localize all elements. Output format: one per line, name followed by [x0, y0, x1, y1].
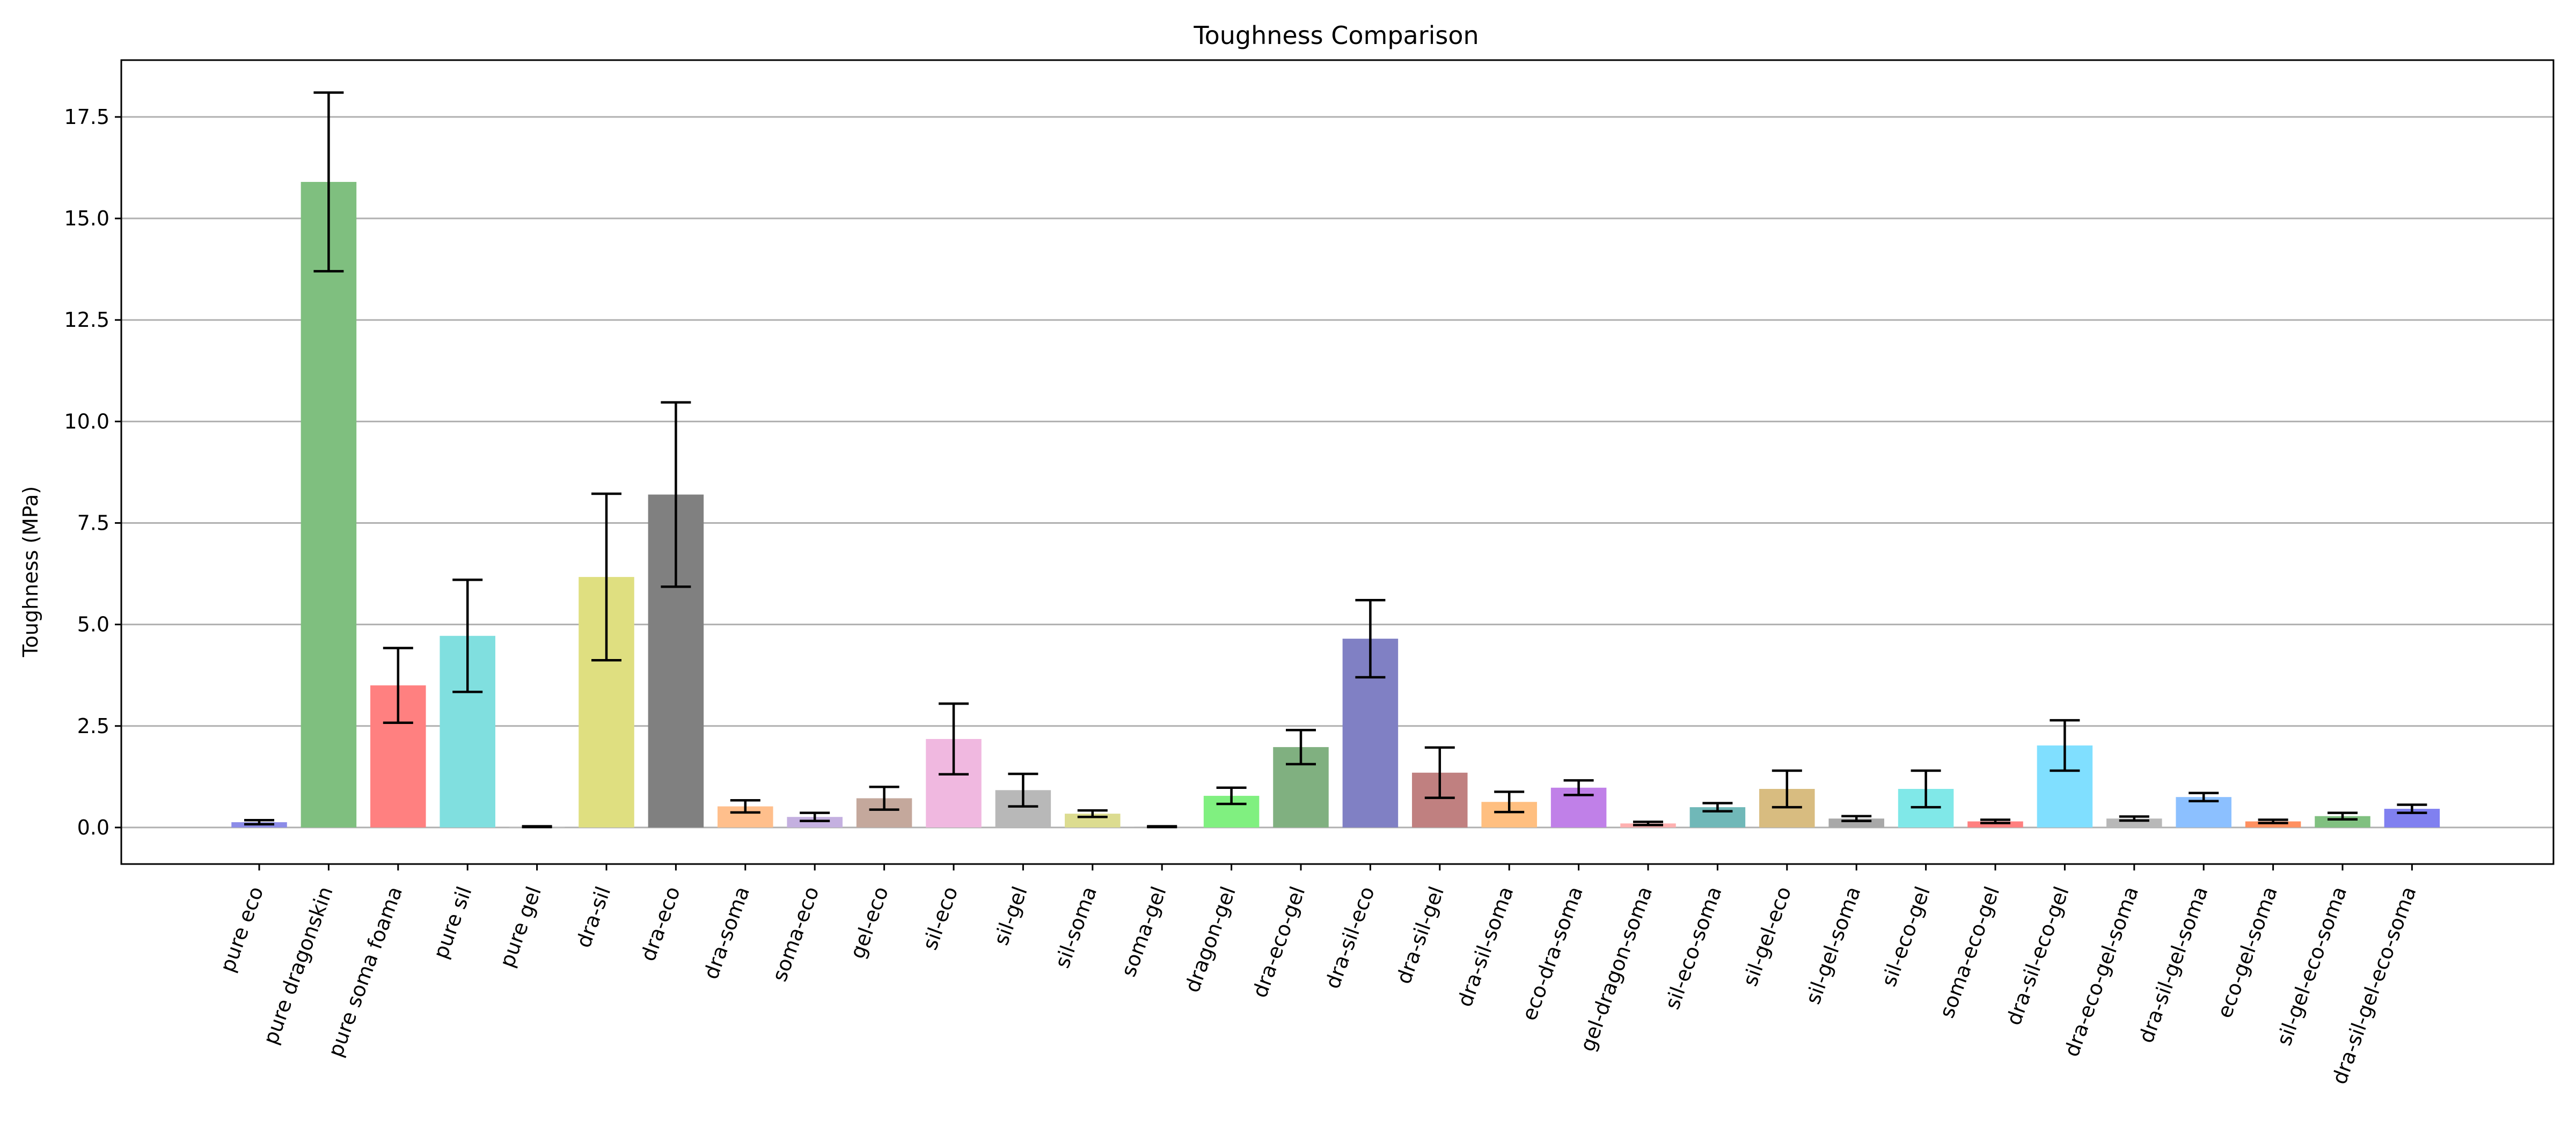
error-bar: [1563, 779, 1594, 796]
error-bar: [1424, 746, 1455, 799]
error-bar: [1008, 772, 1038, 808]
error-bar: [869, 786, 899, 811]
error-bar: [1772, 769, 1802, 809]
error-bar: [1841, 815, 1872, 823]
y-tick-label: 7.5: [77, 511, 109, 535]
error-bar: [1633, 821, 1663, 826]
chart-title: Toughness Comparison: [1193, 21, 1479, 50]
error-bar: [1702, 802, 1733, 813]
bar: [2245, 821, 2301, 828]
error-bar: [661, 401, 691, 588]
y-axis-ticks: 0.0 2.5 5.0 7.5 10.0 12.5 15.0 17.5: [64, 105, 121, 839]
error-bar: [313, 91, 344, 273]
y-axis-label: Toughness (MPa): [19, 486, 42, 657]
error-bar: [1216, 786, 1247, 806]
error-bar: [2189, 792, 2219, 802]
error-bar: [452, 579, 483, 693]
error-bar: [800, 811, 830, 823]
y-tick-label: 15.0: [64, 207, 109, 230]
error-bars-layer: [244, 91, 2427, 829]
error-bar: [2397, 803, 2427, 814]
error-bar: [1494, 791, 1525, 814]
y-tick-label: 12.5: [64, 308, 109, 332]
error-bar: [2258, 818, 2288, 824]
y-tick-label: 17.5: [64, 105, 109, 129]
error-bar: [244, 819, 274, 826]
error-bar: [1286, 729, 1316, 766]
error-bar: [2119, 815, 2149, 822]
y-tick-label: 0.0: [77, 816, 109, 839]
error-bar: [1147, 825, 1177, 829]
y-tick-label: 2.5: [77, 714, 109, 738]
y-tick-label: 5.0: [77, 613, 109, 636]
error-bar: [1911, 769, 1941, 809]
error-bar: [1077, 809, 1108, 818]
error-bar: [730, 799, 760, 814]
error-bar: [1355, 598, 1386, 679]
error-bar: [591, 492, 621, 662]
error-bar: [939, 702, 969, 776]
grid-layer: [121, 116, 2553, 829]
error-bar: [2328, 811, 2358, 821]
error-bar: [1980, 818, 2010, 824]
y-tick-label: 10.0: [64, 409, 109, 433]
bar: [301, 181, 357, 828]
bar: [787, 817, 843, 828]
error-bar: [383, 647, 413, 724]
bar: [1967, 821, 2023, 828]
error-bar: [2050, 719, 2080, 772]
error-bar: [522, 825, 552, 829]
plot-frame: [120, 59, 2555, 865]
